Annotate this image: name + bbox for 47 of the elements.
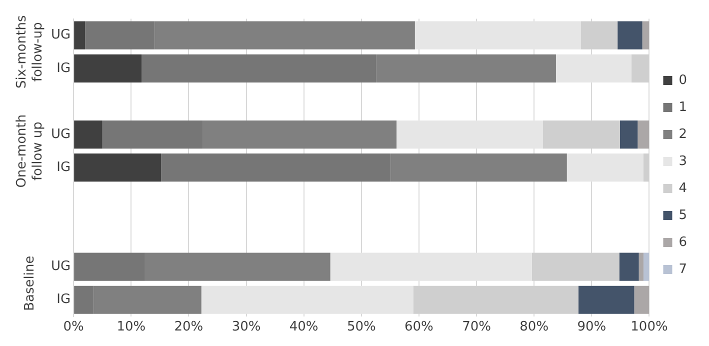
bar [74, 54, 142, 82]
legend-label: 3 [678, 154, 688, 169]
legend-label: 5 [678, 208, 688, 223]
text: One-month follow up [14, 114, 46, 188]
bar [578, 286, 634, 314]
x-tick-label: 60% [404, 320, 434, 335]
legend-label: 1 [678, 100, 688, 115]
y-tick-label: IG [56, 60, 71, 76]
x-tick-label: 0% [63, 320, 84, 335]
bar [618, 21, 642, 50]
y-tick-label: IG [56, 292, 71, 308]
legend-label: 2 [678, 126, 688, 142]
y-tick-label: UG [50, 126, 71, 142]
x-tick-label: 80% [520, 320, 549, 335]
legend-label: 7 [678, 262, 688, 277]
x-tick-label: 10% [116, 320, 146, 335]
x-tick-label: 30% [232, 320, 261, 335]
legend-label: 0 [678, 72, 688, 88]
x-tick-label: 90% [577, 320, 606, 335]
bar [638, 252, 644, 281]
bar [330, 252, 532, 281]
bar [638, 120, 650, 149]
bar [620, 120, 638, 149]
text: Baseline [22, 256, 38, 311]
bar [634, 286, 650, 314]
bar [201, 286, 414, 314]
x-tick-label: 100% [630, 320, 668, 335]
bar [556, 54, 632, 82]
bar [396, 120, 543, 149]
bar [74, 21, 86, 50]
legend-label: 4 [678, 180, 688, 196]
bar [643, 252, 650, 281]
bar [566, 154, 644, 182]
x-tick-label: 40% [289, 320, 318, 335]
x-tick-label: 20% [174, 320, 204, 335]
bar [74, 154, 162, 182]
x-tick-label: 70% [462, 320, 491, 335]
x-tick-label: 50% [346, 320, 376, 335]
bar [619, 252, 639, 281]
bar [74, 120, 102, 149]
bar [642, 21, 650, 50]
legend-label: 6 [678, 234, 688, 250]
y-tick-label: UG [50, 28, 71, 43]
text: Six-months follow-up [14, 15, 46, 88]
y-tick-label: IG [56, 160, 71, 175]
bar [414, 21, 581, 50]
y-tick-label: UG [50, 259, 71, 274]
